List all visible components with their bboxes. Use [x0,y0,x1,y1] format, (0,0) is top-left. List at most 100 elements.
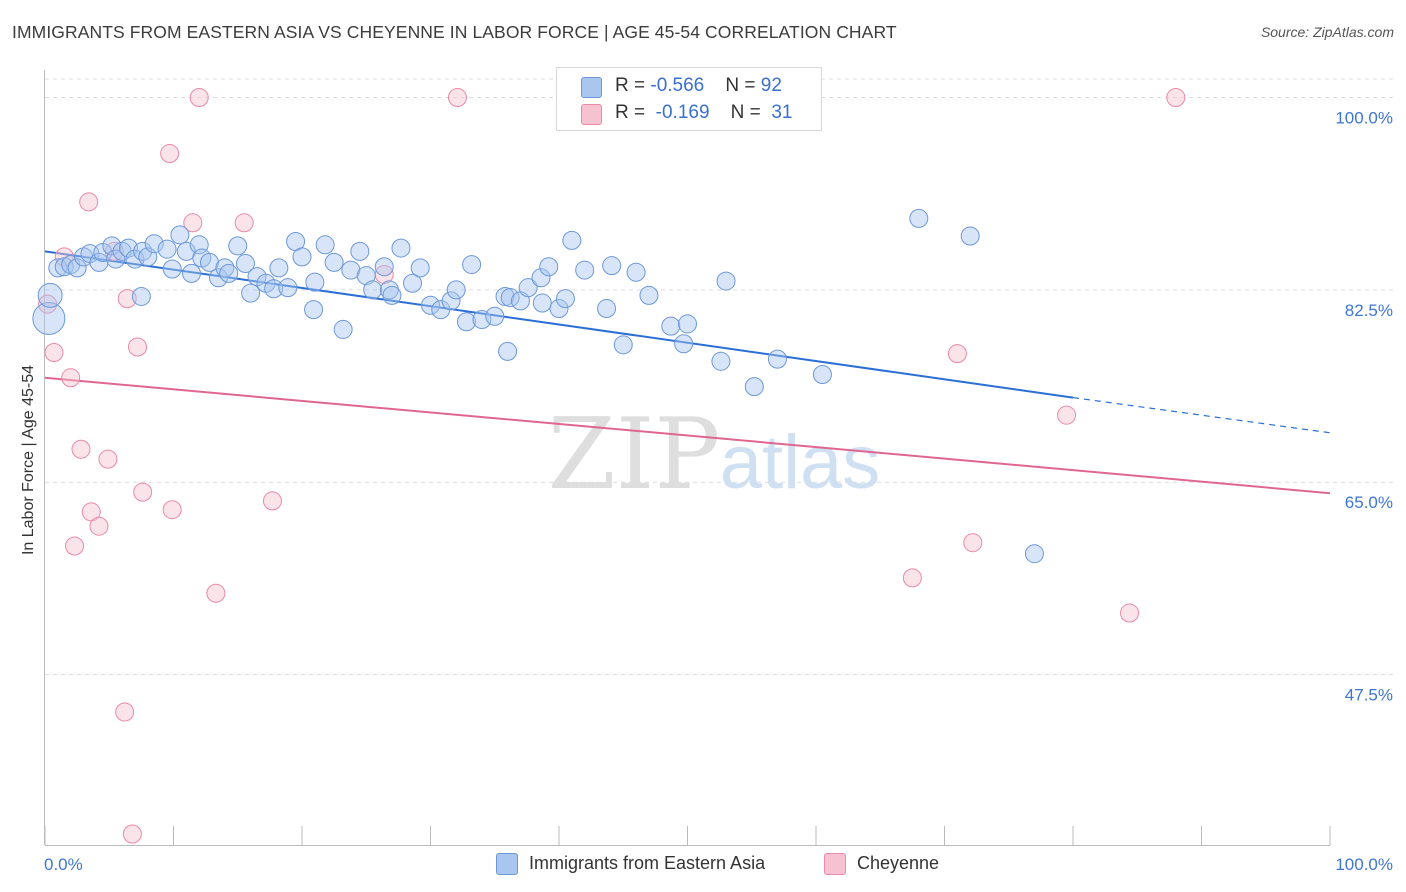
point-eastern-asia [363,280,383,300]
axes [44,70,1331,846]
watermark-atlas: atlas [720,420,881,505]
point-eastern-asia [531,268,551,288]
point-eastern-asia [674,334,694,354]
legend-label: Immigrants from Eastern Asia [529,853,766,873]
trendlines [44,250,1331,495]
point-eastern-asia [341,260,361,280]
point-eastern-asia [241,283,261,303]
x-tick-labels: 0.0% 100.0% [44,855,1393,874]
r-label: R = [615,102,651,123]
point-cheyenne [44,343,64,363]
point-eastern-asia [292,247,312,267]
trendline-eastern-asia-extension [1072,396,1331,434]
point-eastern-asia [472,310,492,330]
n-value: 31 [771,102,793,123]
point-eastern-asia [235,253,255,273]
trendline-eastern-asia [44,250,1074,399]
point-eastern-asia [333,319,353,339]
point-eastern-asia [304,300,324,320]
point-eastern-asia [199,252,219,272]
point-eastern-asia [744,377,764,397]
point-cheyenne [183,213,203,233]
point-cheyenne [71,439,91,459]
point-eastern-asia [269,258,289,278]
point-eastern-asia [410,258,430,278]
point-eastern-asia [485,306,505,326]
r-value: -0.566 [650,75,705,96]
point-eastern-asia [374,257,394,277]
point-eastern-asia [119,238,139,258]
n-label: N = [730,102,767,123]
point-eastern-asia [446,280,466,300]
y-tick-labels: 100.0% 82.5% 65.0% 47.5% [1335,108,1393,704]
y-tick-label: 47.5% [1345,686,1393,705]
y-tick-label: 82.5% [1345,301,1393,320]
point-eastern-asia [324,252,344,272]
point-eastern-asia [441,291,461,311]
y-axis-title: In Labor Force | Age 45-54 [20,364,37,556]
point-eastern-asia [555,289,575,309]
y-tick-label: 65.0% [1345,493,1393,512]
point-eastern-asia [391,238,411,258]
r-value: -0.169 [655,102,710,123]
point-eastern-asia [356,266,376,286]
point-eastern-asia [278,278,298,298]
point-eastern-asia [133,241,153,261]
source-credit: Source: ZipAtlas.com [1260,24,1394,40]
point-cheyenne [947,344,967,364]
point-cheyenne [1057,405,1077,425]
y-tick-label: 100.0% [1335,108,1393,127]
point-eastern-asia [1024,544,1044,564]
point-cheyenne [262,491,282,511]
point-eastern-asia [228,236,248,256]
point-cheyenne [65,536,85,556]
stats-legend: R = -0.566 N = 92 R = -0.169 N = 31 [556,67,822,131]
point-eastern-asia [532,293,552,313]
watermark: ZIP atlas [548,398,881,512]
legend-swatch-pink [581,104,602,125]
scatter-points [32,87,1186,844]
point-eastern-asia [315,235,335,255]
point-eastern-asia [89,252,109,272]
point-eastern-asia [661,316,681,336]
point-cheyenne [902,568,922,588]
point-cheyenne [61,368,81,388]
point-cheyenne [79,192,99,212]
point-eastern-asia [421,295,440,315]
point-eastern-asia [500,288,520,308]
x-tick-label: 100.0% [1335,855,1393,874]
point-eastern-asia [131,286,151,306]
point-eastern-asia [162,259,182,279]
chart-title: IMMIGRANTS FROM EASTERN ASIA VS CHEYENNE… [12,22,897,42]
point-cheyenne [115,702,135,722]
trendline-cheyenne [44,376,1331,495]
point-eastern-asia [305,272,325,292]
point-eastern-asia [170,225,190,245]
legend-label: Cheyenne [857,853,940,873]
point-eastern-asia [67,258,87,278]
point-eastern-asia [32,301,66,335]
point-eastern-asia [403,273,423,293]
point-eastern-asia [960,226,980,246]
point-eastern-asia [181,263,201,283]
point-eastern-asia [37,282,63,308]
point-eastern-asia [909,208,929,228]
point-cheyenne [189,87,209,107]
point-eastern-asia [144,234,164,254]
x-tick-label: 0.0% [44,855,83,874]
point-eastern-asia [812,365,832,385]
point-eastern-asia [215,258,235,278]
watermark-zip: ZIP [548,398,721,512]
legend-swatch-pink [824,853,846,875]
point-eastern-asia [208,268,228,288]
n-value: 92 [760,75,782,96]
point-cheyenne [1120,603,1140,623]
point-cheyenne [447,87,467,107]
point-eastern-asia [219,263,239,283]
n-label: N = [725,75,761,96]
point-eastern-asia [106,249,126,269]
r-label: R = [615,75,651,96]
point-cheyenne [160,144,180,164]
point-eastern-asia [711,351,731,371]
